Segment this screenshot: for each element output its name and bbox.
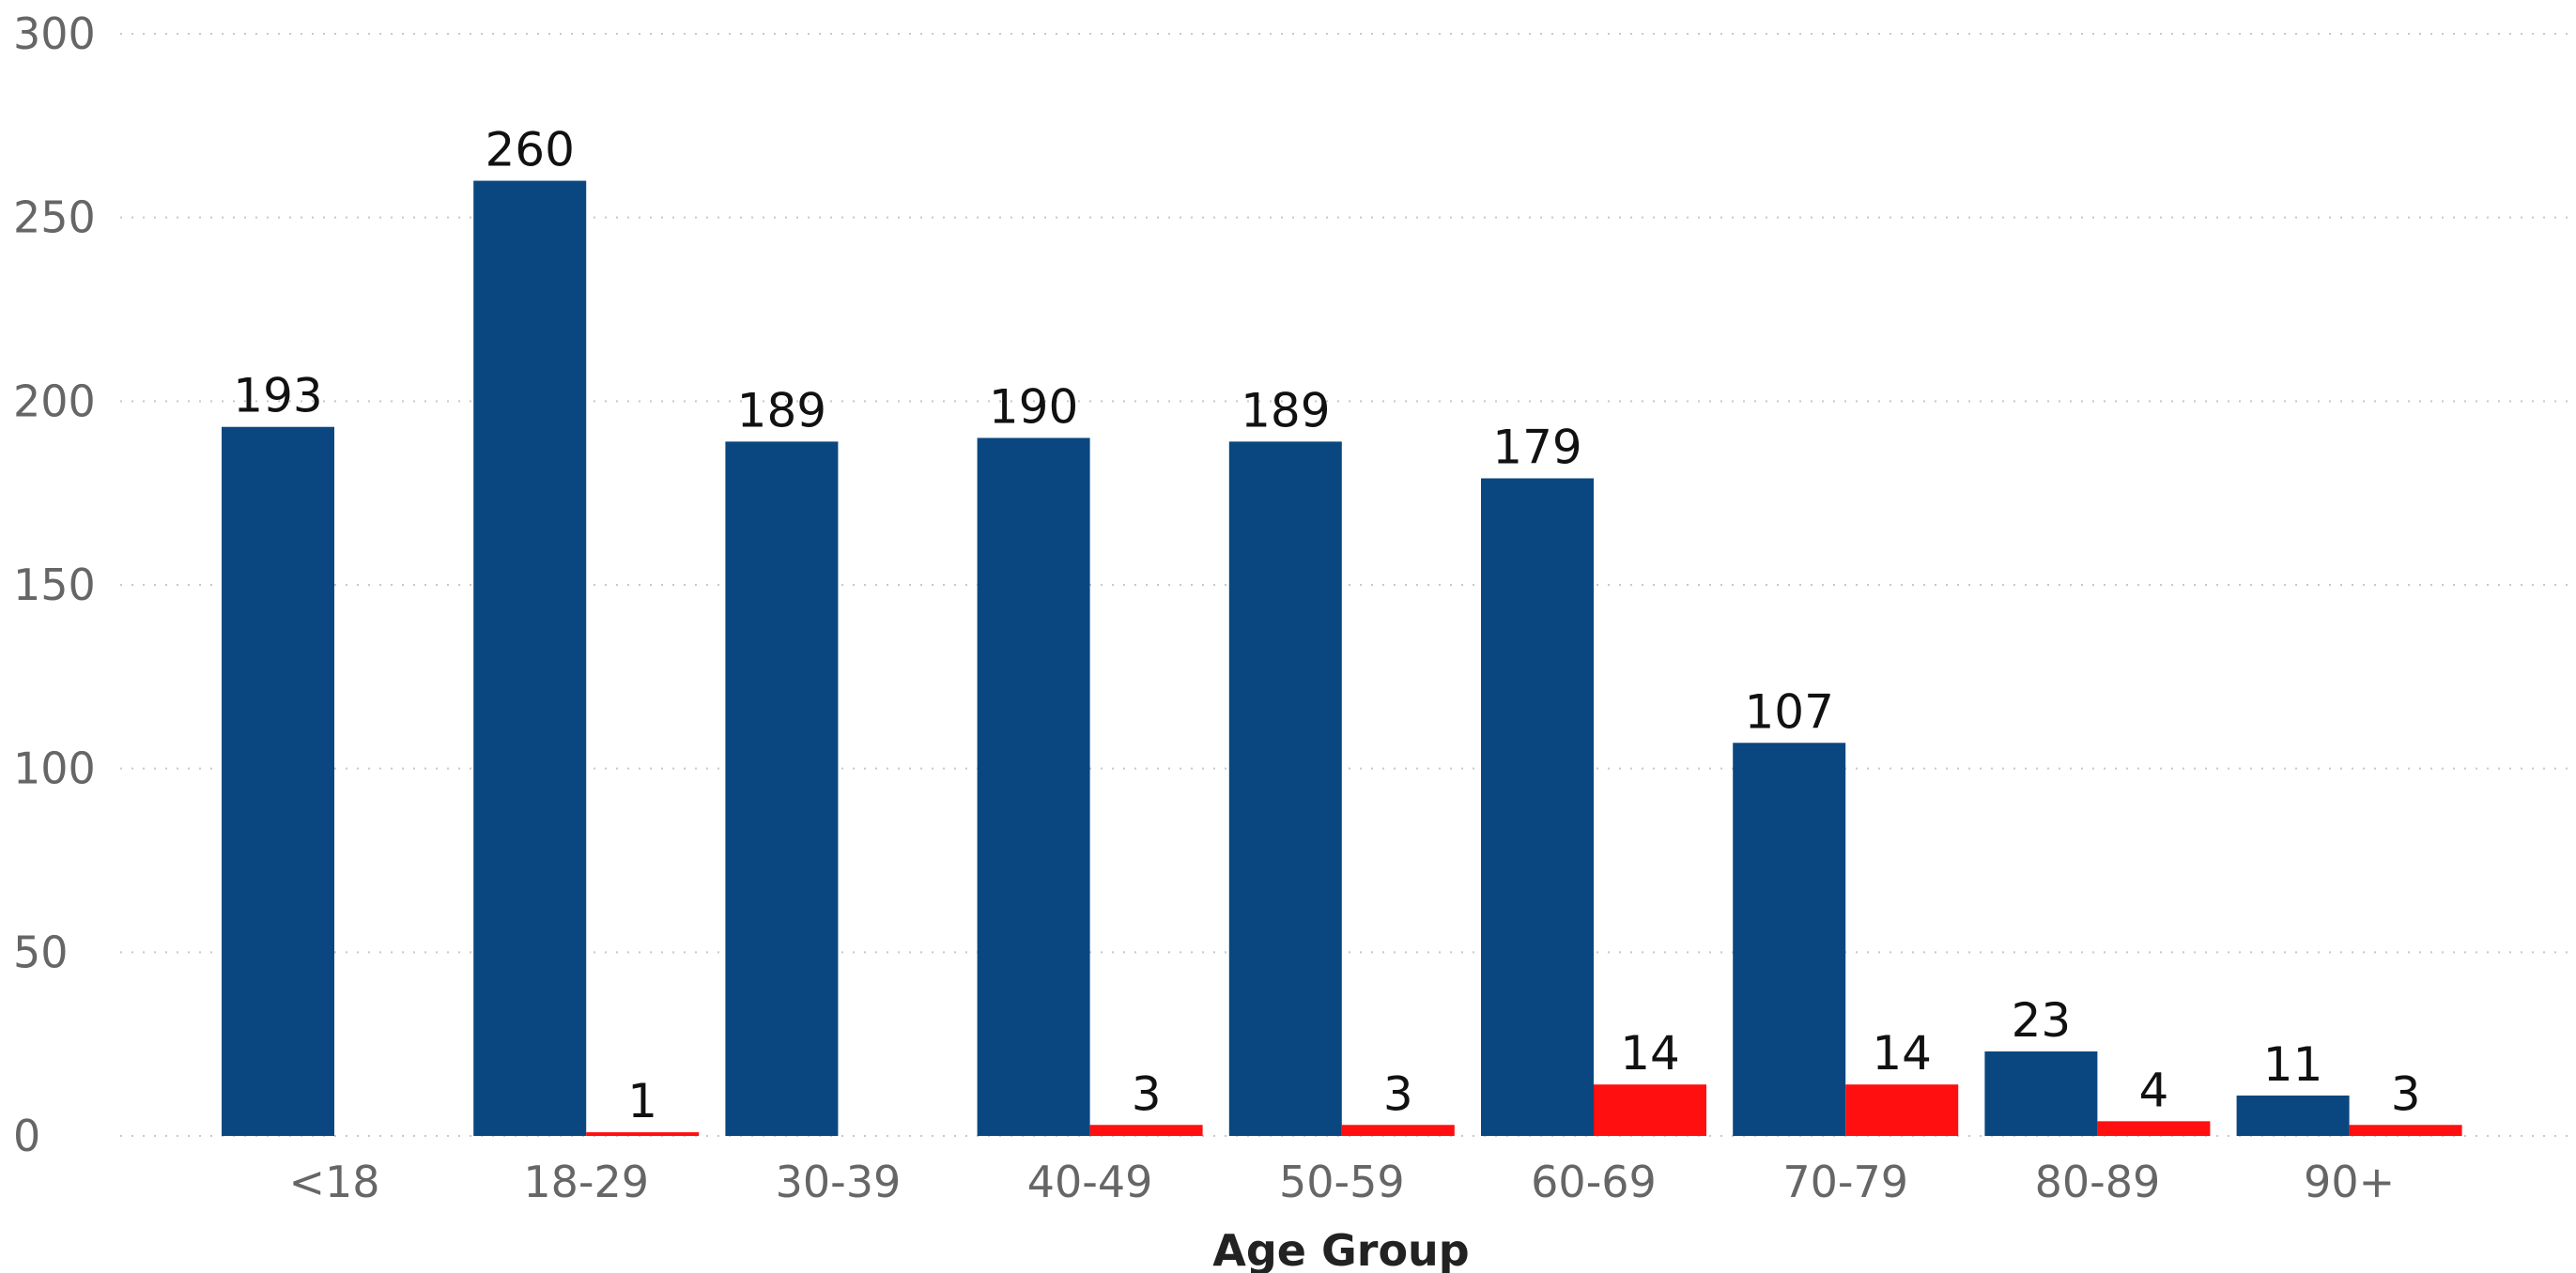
data-label: 1 xyxy=(627,1074,657,1128)
bars xyxy=(222,180,2462,1137)
y-tick-label: 100 xyxy=(13,744,96,794)
x-tick-label: 70-79 xyxy=(1782,1157,1908,1207)
data-label: 193 xyxy=(233,369,322,423)
data-label: 3 xyxy=(1383,1066,1413,1121)
bar xyxy=(473,180,587,1137)
data-label: 11 xyxy=(2263,1037,2323,1092)
data-label: 3 xyxy=(1132,1066,1162,1121)
data-label: 179 xyxy=(1492,421,1581,475)
bar xyxy=(222,426,334,1136)
y-tick-label: 50 xyxy=(13,927,69,977)
x-tick-label: 80-89 xyxy=(2035,1157,2161,1207)
bar xyxy=(1594,1084,1706,1136)
x-axis-ticks: <18 18-29 30-39 40-49 50-59 60-69 70-79 80-89 90… xyxy=(288,1157,2395,1207)
x-axis-title: Age Group xyxy=(1212,1225,1469,1273)
bar xyxy=(977,437,1090,1136)
bar xyxy=(725,441,839,1136)
bar xyxy=(1481,478,1594,1137)
data-label: 190 xyxy=(989,379,1078,434)
y-tick-label: 200 xyxy=(13,376,96,426)
bar xyxy=(1733,743,1846,1136)
x-tick-label: 50-59 xyxy=(1279,1157,1405,1207)
bar xyxy=(1089,1125,1203,1136)
bar xyxy=(1341,1125,1455,1136)
x-tick-label: 30-39 xyxy=(776,1157,902,1207)
x-tick-label: <18 xyxy=(288,1157,379,1207)
data-label: 14 xyxy=(1872,1026,1932,1081)
bar xyxy=(2236,1095,2350,1136)
data-label: 3 xyxy=(2391,1066,2421,1121)
bar xyxy=(586,1132,700,1136)
bar xyxy=(1845,1084,1959,1136)
data-labels: 193 260 1 189 190 3 189 3 179 14 107 14 23 4 11 3 xyxy=(233,123,2420,1129)
data-label: 14 xyxy=(1620,1026,1680,1081)
data-label: 260 xyxy=(485,123,574,177)
x-tick-label: 90+ xyxy=(2304,1157,2395,1207)
data-label: 4 xyxy=(2138,1063,2168,1117)
x-tick-label: 18-29 xyxy=(523,1157,649,1207)
y-tick-label: 150 xyxy=(13,560,96,610)
bar xyxy=(2097,1121,2211,1136)
data-label: 189 xyxy=(1241,383,1330,437)
y-axis-ticks: 0 50 100 150 200 250 300 xyxy=(13,8,96,1161)
y-tick-label: 0 xyxy=(13,1111,40,1161)
data-label: 107 xyxy=(1744,684,1833,739)
x-tick-label: 40-49 xyxy=(1027,1157,1153,1207)
data-label: 23 xyxy=(2012,993,2072,1048)
bar xyxy=(1984,1051,2098,1136)
bar xyxy=(1228,441,1342,1136)
x-tick-label: 60-69 xyxy=(1531,1157,1657,1207)
bar xyxy=(2349,1125,2462,1136)
data-label: 189 xyxy=(737,383,826,437)
y-tick-label: 300 xyxy=(13,8,96,59)
y-tick-label: 250 xyxy=(13,192,96,243)
